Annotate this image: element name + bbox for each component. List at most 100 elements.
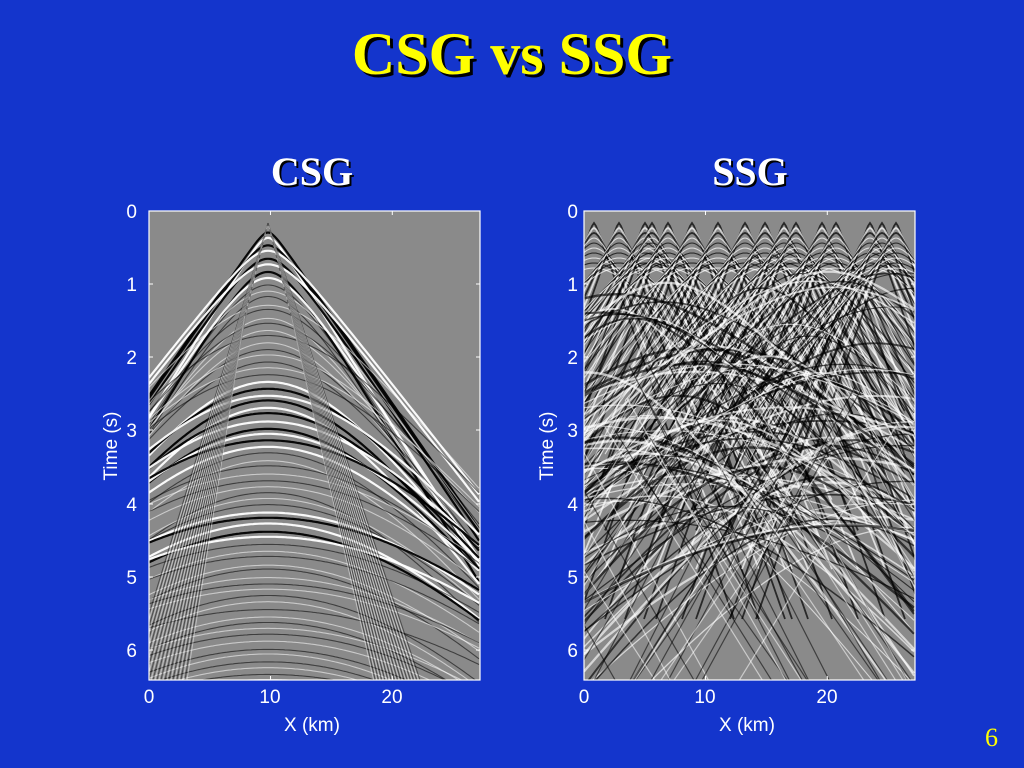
csg-event — [149, 633, 447, 680]
ssg-event — [681, 242, 915, 475]
ssg-linear-event — [584, 569, 656, 680]
ssg-event — [584, 466, 915, 596]
ssg-plot: 0 1 2 3 4 5 6 0 10 20 X (km) Time (s) — [537, 202, 916, 736]
ssg-tick-marks — [583, 210, 915, 680]
ssg-event — [584, 252, 793, 438]
csg-event — [149, 399, 480, 570]
csg-event — [149, 648, 408, 680]
csg-event — [149, 420, 480, 547]
ssg-linear-event — [861, 440, 915, 523]
csg-direct-arrival — [149, 232, 267, 634]
csg-direct-arrival — [285, 296, 384, 680]
ssg-event — [755, 262, 915, 412]
ssg-event — [584, 226, 786, 570]
ssg-ytick-6: 6 — [567, 641, 578, 662]
csg-event — [149, 601, 470, 680]
ssg-xlabel: X (km) — [719, 715, 775, 736]
ssg-linear-event — [634, 441, 793, 680]
ssg-event — [584, 292, 915, 466]
ssg-linear-event — [593, 368, 755, 680]
csg-direct-arrival — [170, 290, 252, 680]
ssg-event — [584, 368, 915, 508]
ssg-linear-event — [746, 387, 908, 680]
csg-direct-arrival — [149, 229, 267, 628]
csg-event — [149, 555, 480, 625]
ssg-linear-event — [738, 424, 898, 680]
csg-event — [149, 543, 480, 613]
csg-direct-arrival — [279, 270, 397, 680]
csg-direct-arrival — [149, 254, 261, 680]
ssg-xtick-10: 10 — [694, 687, 715, 708]
csg-event — [149, 394, 480, 536]
ssg-event — [584, 444, 915, 602]
csg-event — [149, 640, 431, 680]
csg-event — [149, 263, 480, 503]
csg-plot: 0 1 2 3 4 5 6 0 10 20 X (km) Time (s) — [101, 202, 481, 736]
ssg-event — [681, 237, 915, 500]
ssg-event — [584, 252, 760, 438]
csg-direct-arrival — [152, 261, 259, 680]
ssg-event — [584, 456, 915, 533]
csg-event — [149, 374, 480, 513]
ssg-ytick-1: 1 — [567, 275, 578, 296]
ssg-linear-event — [584, 405, 673, 559]
csg-direct-arrival — [276, 258, 403, 680]
csg-direct-arrival — [288, 306, 379, 680]
csg-event — [149, 432, 480, 562]
ssg-event — [695, 237, 915, 500]
csg-direct-arrival — [156, 267, 258, 680]
csg-event — [149, 439, 480, 546]
ssg-event — [584, 221, 793, 620]
ssg-event — [584, 323, 915, 490]
ssg-ytick-2: 2 — [567, 348, 578, 369]
ssg-linear-event — [626, 397, 787, 680]
csg-direct-arrival — [150, 258, 260, 680]
ssg-event — [584, 270, 915, 441]
ssg-linear-event — [802, 373, 915, 590]
csg-ytick-4: 4 — [126, 495, 137, 516]
ssg-linear-event — [643, 437, 802, 680]
csg-direct-arrival — [154, 264, 259, 680]
csg-direct-arrival — [164, 280, 255, 680]
csg-ytick-5: 5 — [126, 568, 137, 589]
ssg-ytick-3: 3 — [567, 421, 578, 442]
ssg-linear-event — [584, 412, 702, 612]
csg-event — [149, 329, 480, 552]
ssg-event — [695, 252, 915, 438]
csg-event — [149, 322, 480, 525]
csg-direct-arrival — [267, 222, 421, 680]
csg-xtick-20: 20 — [381, 687, 402, 708]
csg-direct-arrival — [278, 267, 399, 680]
csg-direct-arrival — [186, 315, 246, 680]
ssg-event — [584, 252, 735, 438]
csg-direct-arrival — [178, 302, 249, 680]
csg-event — [159, 661, 377, 680]
ssg-ytick-5: 5 — [567, 568, 578, 589]
csg-direct-arrival — [149, 235, 266, 641]
csg-direct-arrival — [283, 286, 389, 680]
csg-event — [149, 465, 480, 564]
ssg-linear-event — [881, 370, 915, 436]
csg-event — [149, 295, 480, 582]
ssg-event — [584, 463, 915, 581]
csg-direct-arrival — [282, 283, 391, 680]
csg-direct-arrival — [275, 254, 405, 680]
csg-direct-arrival — [172, 293, 251, 680]
ssg-event — [584, 367, 915, 437]
csg-direct-arrival — [162, 277, 255, 680]
ssg-panel-title: SSG — [712, 149, 788, 194]
csg-xlabel: X (km) — [284, 715, 340, 736]
csg-direct-arrival — [268, 226, 419, 680]
csg-event — [149, 445, 480, 572]
csg-event — [149, 367, 480, 507]
ssg-event — [755, 232, 915, 531]
csg-direct-arrival — [269, 232, 416, 680]
ssg-event — [584, 317, 915, 615]
csg-direct-arrival — [168, 286, 253, 680]
ssg-event — [741, 242, 915, 475]
ssg-seismic-image — [584, 221, 915, 680]
ssg-event — [584, 262, 809, 412]
ssg-linear-event — [721, 457, 879, 680]
csg-event — [149, 577, 480, 644]
csg-direct-arrival — [269, 229, 418, 680]
